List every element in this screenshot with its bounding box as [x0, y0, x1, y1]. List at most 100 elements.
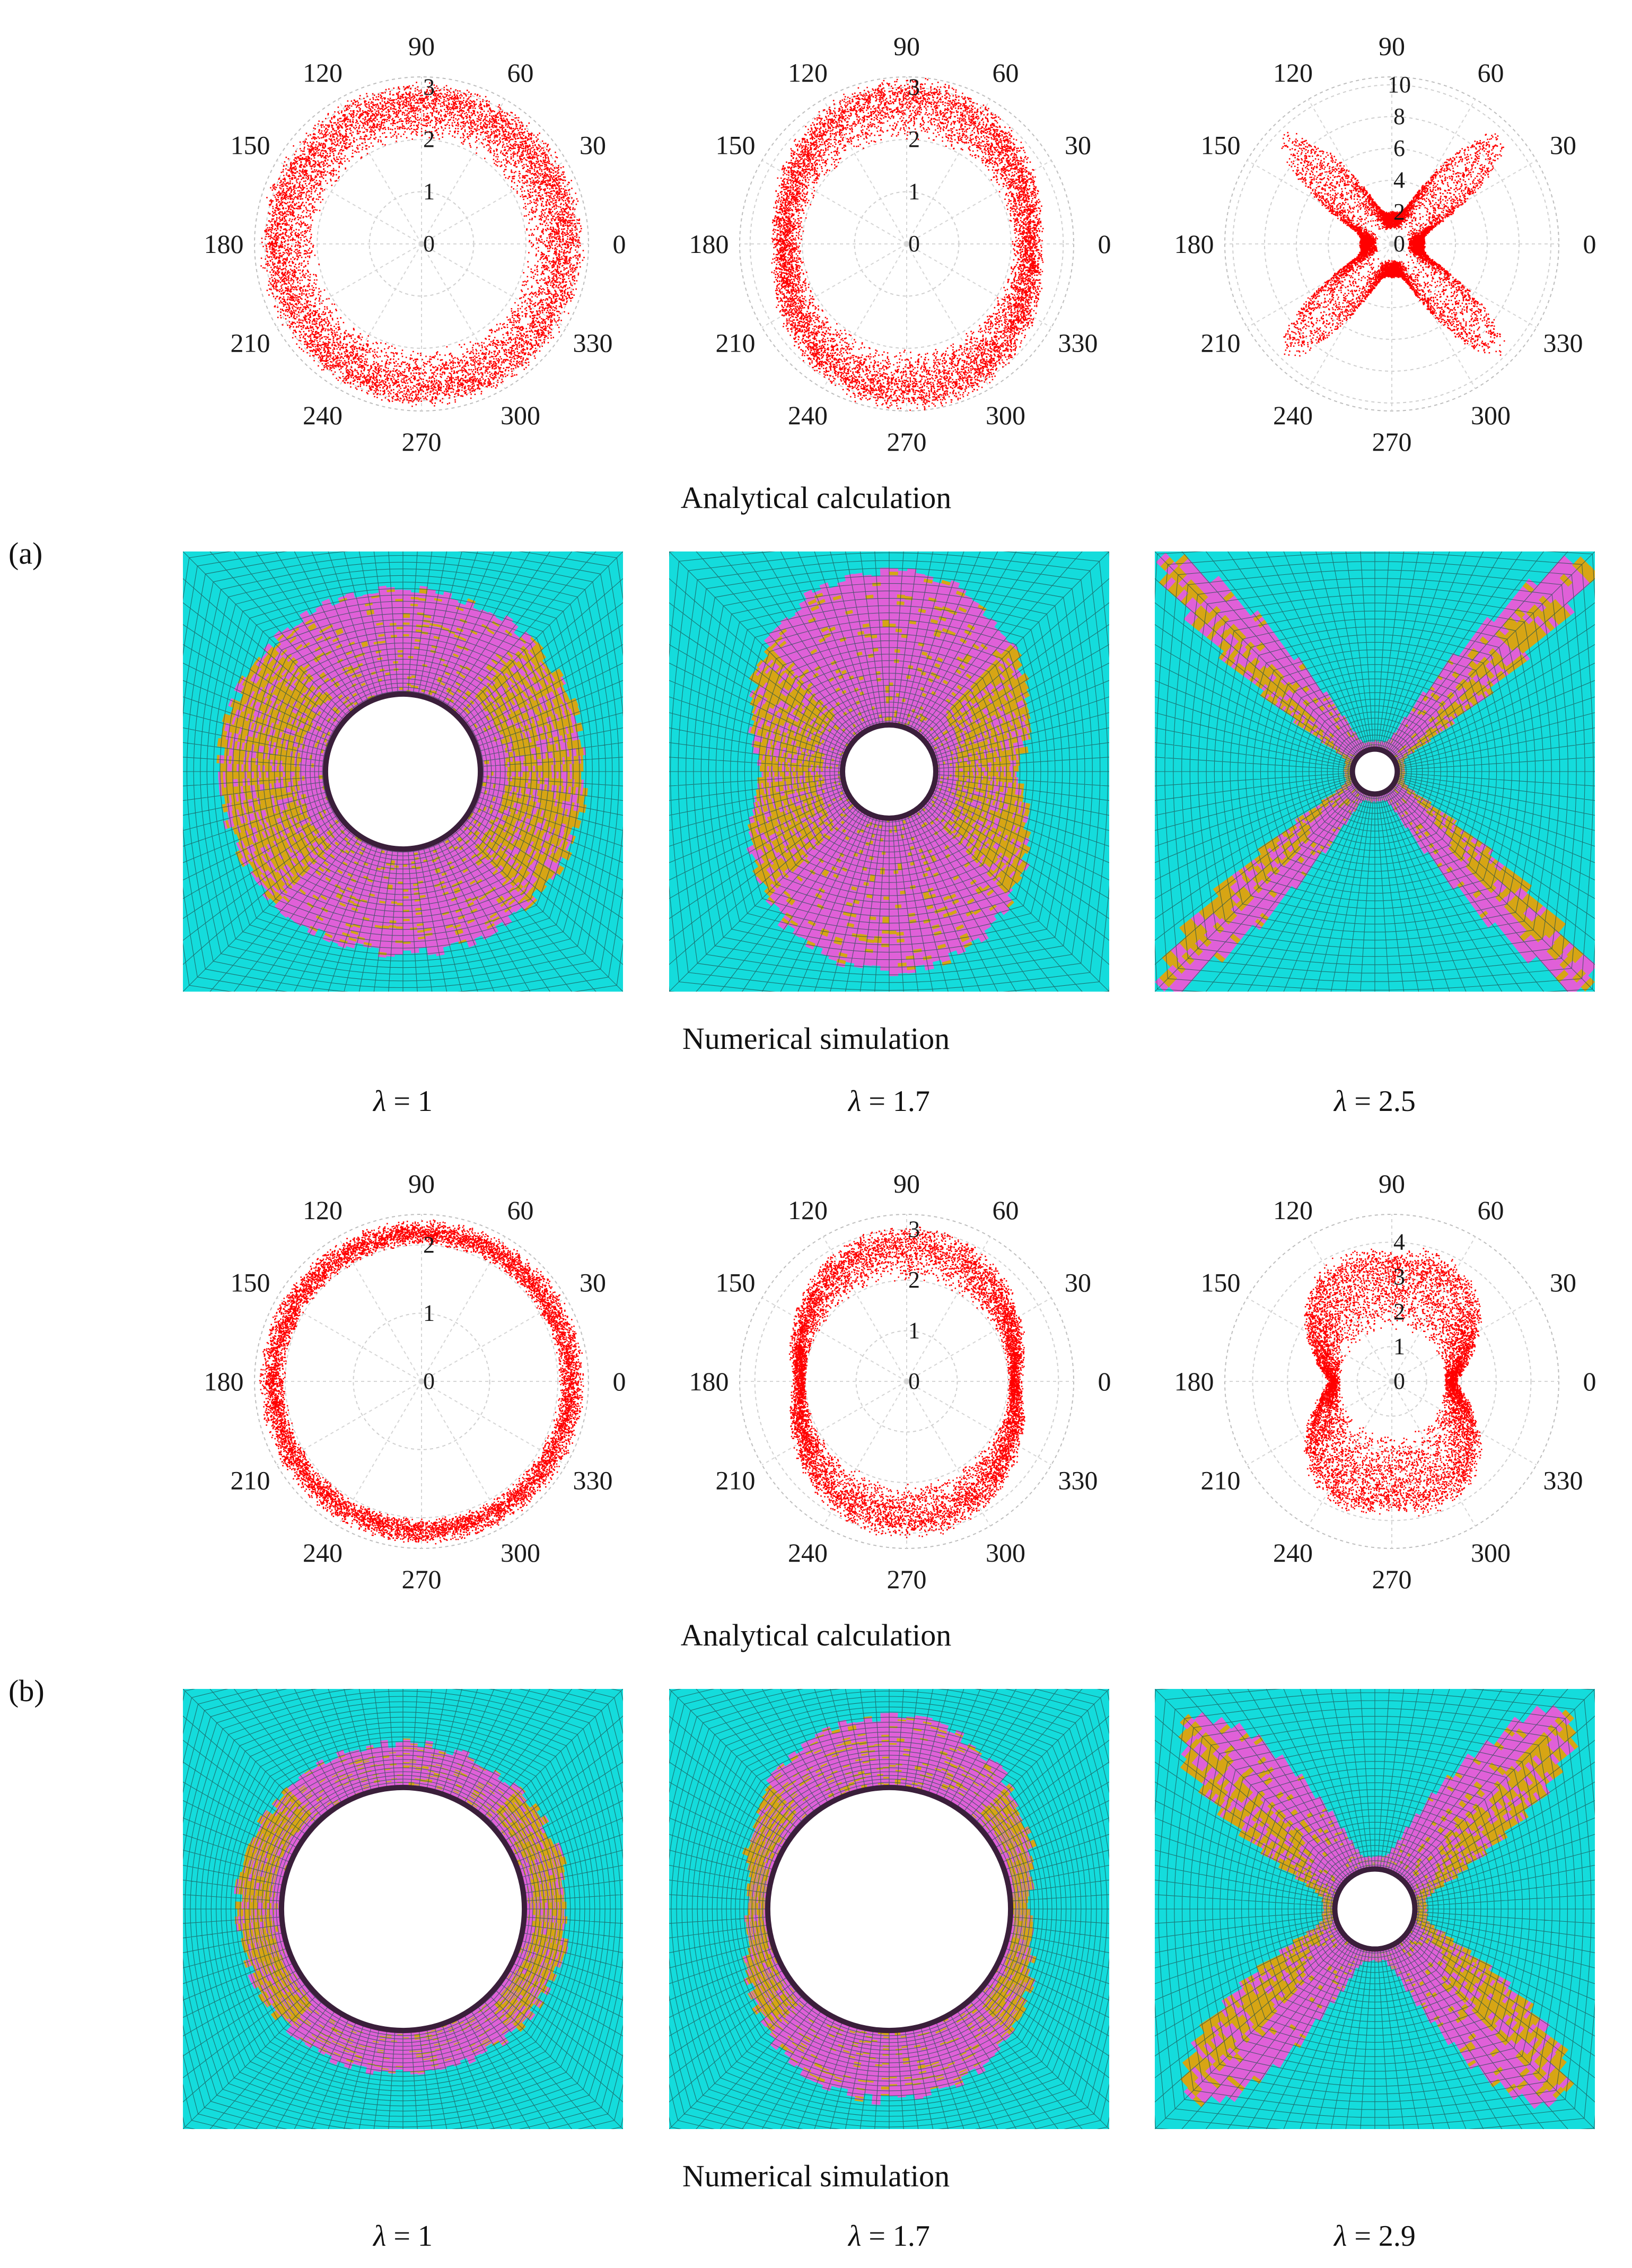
angle-tick-label: 270	[1372, 1564, 1412, 1594]
angular-grid-line	[1308, 1381, 1392, 1527]
radial-tick-label: 3	[908, 1216, 920, 1242]
angular-grid-line	[906, 99, 991, 244]
angle-tick-label: 120	[303, 58, 343, 87]
radial-grid-circle	[353, 1312, 490, 1450]
angular-grid-line	[1247, 160, 1392, 244]
radial-tick-label: 0	[908, 231, 920, 257]
angular-grid-line	[761, 1381, 907, 1466]
polar-plot-a1: 0 1 2 3 0 30 60 90 120 150 180 210 240 270 300 330	[204, 21, 634, 461]
angular-grid-line	[421, 243, 567, 328]
radial-tick-label: 1	[1393, 1333, 1405, 1359]
radial-grid-circle	[855, 1330, 958, 1433]
radial-tick-label: 0	[1393, 231, 1405, 257]
plastic-zone-shear	[1155, 553, 1595, 992]
radial-tick-label: 0	[908, 1368, 920, 1394]
polar-plot-a2: 0 1 2 3 0 30 60 90 120 150 180 210 240 270 300 330	[689, 21, 1119, 461]
angle-tick-label: 90	[408, 31, 435, 61]
angle-tick-label: 300	[1471, 1538, 1511, 1568]
radial-grid-circle	[805, 1280, 1008, 1483]
polar-plot-b1: 0 1 2 0 30 60 90 120 150 180 210 240 270 300 330	[204, 1159, 634, 1599]
plastic-zone-tension	[747, 572, 1032, 970]
angular-grid-line	[337, 243, 422, 389]
angle-tick-label: 150	[230, 1268, 270, 1298]
angle-tick-label: 270	[402, 427, 442, 457]
lambda-label-a1: λ = 1	[373, 1085, 433, 1118]
radial-tick-label: 3	[423, 74, 435, 100]
angle-tick-label: 330	[573, 328, 613, 358]
tunnel-opening	[1337, 1871, 1412, 1947]
simulation-b3	[1155, 1689, 1595, 2129]
angle-tick-label: 210	[715, 328, 755, 358]
polar-grid	[739, 76, 1074, 411]
angular-grid-line	[276, 160, 422, 244]
plastic-zone-scatter	[1304, 1248, 1482, 1517]
angular-grid-line	[906, 1297, 1052, 1382]
angular-grid-line	[1308, 1236, 1392, 1382]
tunnel-opening	[284, 1790, 522, 2028]
angular-grid-line	[337, 1236, 422, 1382]
radial-tick-label: 1	[423, 1300, 435, 1326]
angle-tick-label: 0	[613, 1367, 626, 1396]
angle-tick-label: 90	[893, 31, 920, 61]
radial-tick-label: 1	[423, 179, 435, 205]
plastic-zone-scatter	[260, 82, 585, 407]
angle-tick-label: 150	[715, 130, 755, 160]
angular-grid-line	[906, 160, 1052, 244]
angular-grid-line	[1391, 160, 1537, 244]
angle-tick-label: 210	[1200, 1466, 1240, 1495]
angular-grid-line	[906, 243, 991, 389]
angular-grid-line	[276, 243, 422, 328]
polar-grid	[739, 1214, 1074, 1549]
radial-tick-label: 10	[1388, 72, 1411, 98]
angle-tick-label: 330	[1058, 328, 1098, 358]
mesh-canvas	[183, 551, 623, 992]
polar-plot-b2: 0 1 2 3 0 30 60 90 120 150 180 210 240 270 300 330	[689, 1159, 1119, 1599]
angle-tick-label: 120	[303, 1195, 343, 1225]
angular-grid-line	[421, 1381, 506, 1527]
angle-tick-label: 270	[887, 1564, 927, 1594]
angular-grid-line	[822, 1236, 907, 1382]
plastic-zone-cells	[1178, 1704, 1578, 2109]
polar-plot-b3: 0 1 2 3 4 0 30 60 90 120 150 180 210 240 270 300 330	[1174, 1159, 1604, 1599]
plastic-zone-points	[260, 82, 585, 407]
angular-grid-line	[337, 1381, 422, 1527]
angular-grid-line	[1391, 1381, 1537, 1466]
angle-tick-label: 210	[230, 328, 270, 358]
radial-tick-label: 2	[1393, 1299, 1405, 1325]
simulation-b2	[669, 1689, 1109, 2129]
angular-grid-line	[337, 99, 422, 244]
angle-tick-label: 90	[893, 1169, 920, 1198]
angle-tick-label: 0	[1098, 1367, 1111, 1396]
numerical-caption-b: Numerical simulation	[682, 2159, 950, 2193]
lambda-label-b2: λ = 1.7	[848, 2220, 930, 2253]
angle-tick-label: 180	[689, 1367, 729, 1396]
polar-grid	[1224, 1214, 1559, 1549]
angular-grid-line	[822, 99, 907, 244]
lambda-label-b3: λ = 2.9	[1334, 2220, 1416, 2253]
angle-tick-label: 240	[1273, 400, 1313, 430]
analytical-caption-b: Analytical calculation	[680, 1618, 952, 1652]
angle-tick-label: 270	[1372, 427, 1412, 457]
angle-tick-label: 240	[303, 1538, 343, 1568]
radial-grid-circle	[1321, 1311, 1462, 1452]
lambda-label-a3: λ = 2.5	[1334, 1085, 1416, 1118]
radial-tick-label: 2	[1393, 199, 1405, 225]
angle-tick-label: 60	[993, 1195, 1019, 1225]
angle-tick-label: 90	[1379, 1169, 1405, 1198]
plastic-zone-points	[1281, 132, 1505, 357]
angle-tick-label: 240	[303, 400, 343, 430]
analytical-caption-a: Analytical calculation	[680, 480, 952, 515]
simulation-a1	[183, 551, 623, 992]
angle-tick-label: 120	[788, 1195, 828, 1225]
angle-tick-label: 30	[1550, 130, 1576, 160]
simulation-a2	[669, 551, 1109, 992]
angular-grid-line	[421, 1381, 567, 1466]
radial-tick-label: 2	[908, 126, 920, 152]
radial-tick-label: 1	[908, 1318, 920, 1344]
radial-tick-label: 2	[423, 1232, 435, 1258]
angular-grid-line	[421, 1236, 506, 1382]
mesh-canvas	[669, 1689, 1109, 2129]
mesh-canvas	[1155, 1689, 1595, 2129]
